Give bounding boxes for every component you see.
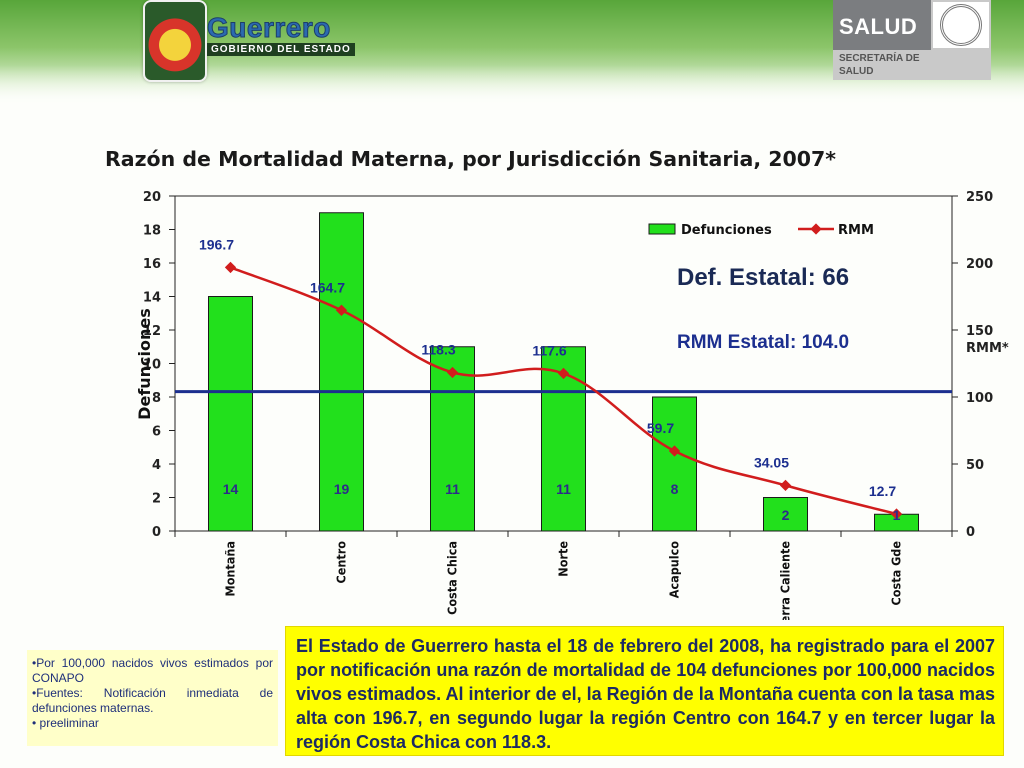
bar-data-label: 14 bbox=[223, 481, 239, 497]
right-tick-label: 50 bbox=[966, 458, 984, 473]
legend-marker-rmm bbox=[810, 223, 822, 235]
salud-box: SALUD bbox=[833, 0, 931, 50]
right-tick-label: 150 bbox=[966, 324, 993, 339]
left-tick-label: 2 bbox=[152, 492, 161, 507]
right-tick-label: 100 bbox=[966, 391, 993, 406]
note-line: •Por 100,000 nacidos vivos estimados por… bbox=[32, 656, 273, 685]
left-tick-label: 4 bbox=[152, 458, 161, 473]
rmm-point bbox=[557, 367, 570, 380]
rmm-point bbox=[446, 366, 459, 379]
bar bbox=[652, 396, 697, 532]
rmm-data-label: 12.7 bbox=[869, 483, 896, 499]
x-tick-label: Costa Gde bbox=[889, 541, 904, 606]
rmm-point bbox=[335, 304, 348, 316]
bar-data-label: 11 bbox=[556, 481, 571, 497]
salud-logo: SALUD SECRETARÍA DE SALUD bbox=[833, 0, 991, 80]
rmm-data-label: 196.7 bbox=[199, 236, 234, 252]
rmm-data-label: 118.3 bbox=[421, 341, 455, 357]
national-seal-icon bbox=[933, 2, 989, 48]
summary-box: El Estado de Guerrero hasta el 18 de feb… bbox=[285, 626, 1004, 756]
notes-box: •Por 100,000 nacidos vivos estimados por… bbox=[27, 650, 278, 746]
guerrero-logo: Guerrero GOBIERNO DEL ESTADO bbox=[135, 0, 355, 82]
x-tick-label: Montaña bbox=[223, 541, 238, 597]
left-tick-label: 6 bbox=[152, 425, 161, 440]
right-tick-label: 250 bbox=[966, 190, 993, 205]
left-tick-label: 20 bbox=[143, 190, 161, 205]
annotation-def-estatal: Def. Estatal: 66 bbox=[677, 264, 849, 291]
bar-data-label: 11 bbox=[445, 481, 460, 497]
rmm-data-label: 59.7 bbox=[647, 420, 674, 436]
rmm-point bbox=[224, 261, 237, 274]
secretaria-label: SECRETARÍA DE SALUD bbox=[839, 53, 920, 77]
x-tick-label: Acapulco bbox=[667, 541, 682, 599]
rmm-data-label: 34.05 bbox=[754, 454, 789, 470]
rmm-point bbox=[668, 445, 681, 457]
bar bbox=[319, 212, 364, 532]
summary-text: El Estado de Guerrero hasta el 18 de feb… bbox=[296, 636, 995, 752]
left-tick-label: 14 bbox=[143, 291, 161, 306]
bar bbox=[763, 497, 808, 532]
left-tick-label: 18 bbox=[143, 224, 161, 239]
logo-name: Guerrero bbox=[207, 12, 331, 44]
left-tick-label: 12 bbox=[143, 324, 161, 339]
legend-label-defunciones: Defunciones bbox=[681, 223, 772, 238]
y-axis-label-right: RMM* bbox=[966, 341, 1009, 356]
left-tick-label: 10 bbox=[143, 358, 161, 373]
rmm-data-label: 164.7 bbox=[310, 279, 345, 295]
annotation-rmm-estatal: RMM Estatal: 104.0 bbox=[677, 332, 849, 353]
bar-data-label: 1 bbox=[893, 507, 901, 523]
guerrero-crest-icon bbox=[143, 0, 207, 82]
bar-data-label: 8 bbox=[671, 481, 679, 497]
x-tick-label: Costa Chica bbox=[445, 541, 460, 615]
left-tick-label: 16 bbox=[143, 257, 161, 272]
bar-data-label: 19 bbox=[334, 481, 350, 497]
rmm-point bbox=[890, 508, 903, 520]
x-tick-label: Tierra Caliente bbox=[778, 541, 793, 620]
note-line: •Fuentes: Notificación inmediata de defu… bbox=[32, 686, 273, 715]
right-tick-label: 0 bbox=[966, 525, 975, 540]
logo-subtitle: GOBIERNO DEL ESTADO bbox=[207, 43, 355, 56]
chart: Razón de Mortalidad Materna, por Jurisdi… bbox=[105, 147, 1009, 620]
left-tick-label: 8 bbox=[152, 391, 161, 406]
x-tick-label: Norte bbox=[556, 541, 571, 577]
chart-title: Razón de Mortalidad Materna, por Jurisdi… bbox=[105, 147, 836, 171]
y-axis-label: Defunciones bbox=[135, 308, 154, 420]
rmm-data-label: 117.6 bbox=[532, 342, 566, 358]
salud-label: SALUD bbox=[839, 14, 918, 39]
bar bbox=[208, 296, 253, 532]
left-tick-label: 0 bbox=[152, 525, 161, 540]
bar-data-label: 2 bbox=[782, 507, 790, 523]
x-tick-label: Centro bbox=[334, 541, 349, 584]
rmm-point bbox=[779, 479, 792, 492]
legend-swatch-defunciones bbox=[648, 223, 676, 235]
note-line: • preeliminar bbox=[32, 716, 99, 730]
legend-label-rmm: RMM bbox=[838, 223, 874, 238]
right-tick-label: 200 bbox=[966, 257, 993, 272]
